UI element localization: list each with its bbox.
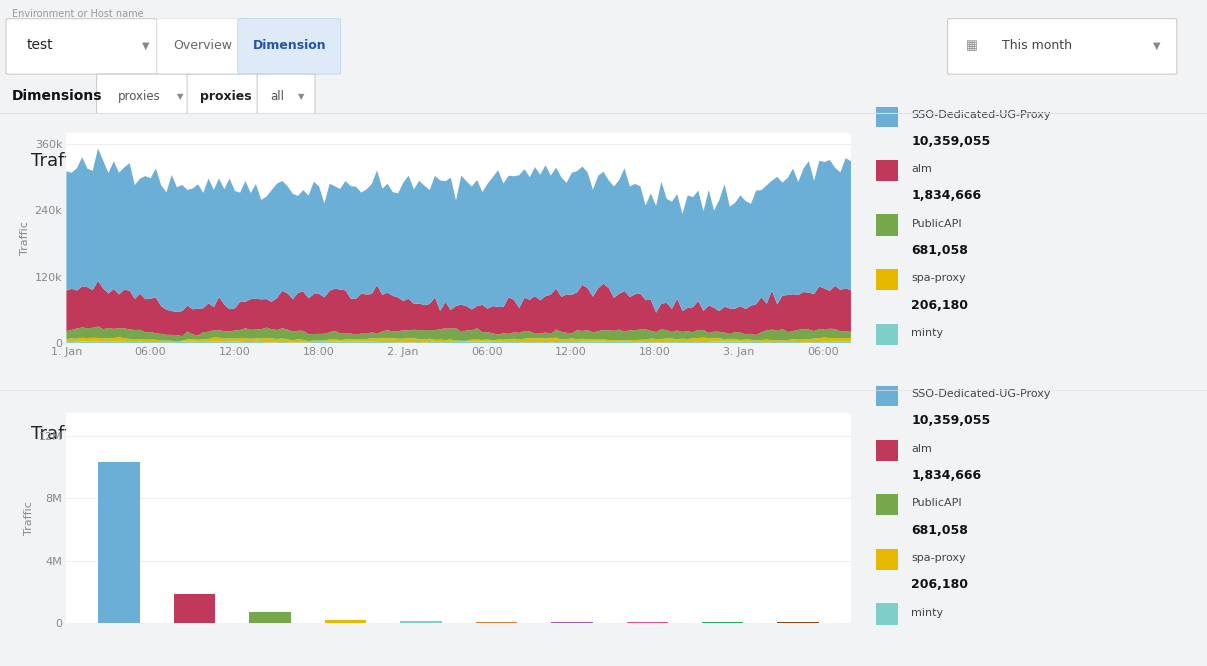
Bar xyxy=(476,622,517,623)
Text: ▼: ▼ xyxy=(1153,40,1160,51)
Bar xyxy=(875,214,898,236)
FancyBboxPatch shape xyxy=(6,19,157,74)
Text: 1,834,666: 1,834,666 xyxy=(911,469,981,482)
Text: 10,359,055: 10,359,055 xyxy=(911,414,991,428)
Bar xyxy=(875,603,898,625)
Text: 10,359,055: 10,359,055 xyxy=(911,135,991,148)
Y-axis label: Traffic: Traffic xyxy=(24,501,34,535)
Bar xyxy=(875,385,898,406)
Text: proxies: proxies xyxy=(200,90,251,103)
Bar xyxy=(875,269,898,290)
Text: minty: minty xyxy=(911,328,944,338)
Bar xyxy=(875,105,898,127)
Text: ▦: ▦ xyxy=(966,39,978,52)
Bar xyxy=(325,619,366,623)
Bar xyxy=(552,622,593,623)
FancyBboxPatch shape xyxy=(157,19,247,74)
Bar xyxy=(875,494,898,515)
Text: all: all xyxy=(270,90,285,103)
Bar xyxy=(401,621,442,623)
Text: minty: minty xyxy=(911,607,944,618)
Text: proxies: proxies xyxy=(118,90,161,103)
Text: This month: This month xyxy=(1002,39,1072,52)
FancyBboxPatch shape xyxy=(238,19,340,74)
Bar xyxy=(875,440,898,461)
Text: 681,058: 681,058 xyxy=(911,523,968,537)
Text: SSO-Dedicated-UG-Proxy: SSO-Dedicated-UG-Proxy xyxy=(911,109,1051,120)
Text: Traffic composition: Traffic composition xyxy=(31,152,202,170)
Text: Traffic by dimension: Traffic by dimension xyxy=(31,425,212,443)
Text: PublicAPI: PublicAPI xyxy=(911,498,962,509)
Text: ▼: ▼ xyxy=(177,92,183,101)
Bar xyxy=(875,160,898,181)
Text: SSO-Dedicated-UG-Proxy: SSO-Dedicated-UG-Proxy xyxy=(911,389,1051,400)
Text: 1,834,666: 1,834,666 xyxy=(911,189,981,202)
Bar xyxy=(875,324,898,345)
Text: PublicAPI: PublicAPI xyxy=(911,218,962,229)
Text: Dimensions: Dimensions xyxy=(12,89,103,103)
Text: alm: alm xyxy=(911,164,932,174)
FancyBboxPatch shape xyxy=(97,74,193,123)
Text: Overview: Overview xyxy=(174,39,232,52)
Text: 206,180: 206,180 xyxy=(911,298,968,312)
Bar xyxy=(250,612,291,623)
Text: 206,180: 206,180 xyxy=(911,578,968,591)
Text: Dimension: Dimension xyxy=(253,39,326,52)
FancyBboxPatch shape xyxy=(187,74,266,123)
FancyBboxPatch shape xyxy=(947,19,1177,74)
FancyBboxPatch shape xyxy=(257,74,315,123)
Text: 681,058: 681,058 xyxy=(911,244,968,257)
Y-axis label: Traffic: Traffic xyxy=(21,221,30,255)
Text: spa-proxy: spa-proxy xyxy=(911,273,966,284)
Bar xyxy=(174,594,215,623)
Bar xyxy=(99,462,140,623)
Text: Environment or Host name: Environment or Host name xyxy=(12,9,144,19)
Bar xyxy=(875,549,898,570)
Text: alm: alm xyxy=(911,444,932,454)
Text: spa-proxy: spa-proxy xyxy=(911,553,966,563)
Text: ▼: ▼ xyxy=(298,92,304,101)
Text: test: test xyxy=(27,38,53,53)
Text: ▼: ▼ xyxy=(142,40,150,51)
